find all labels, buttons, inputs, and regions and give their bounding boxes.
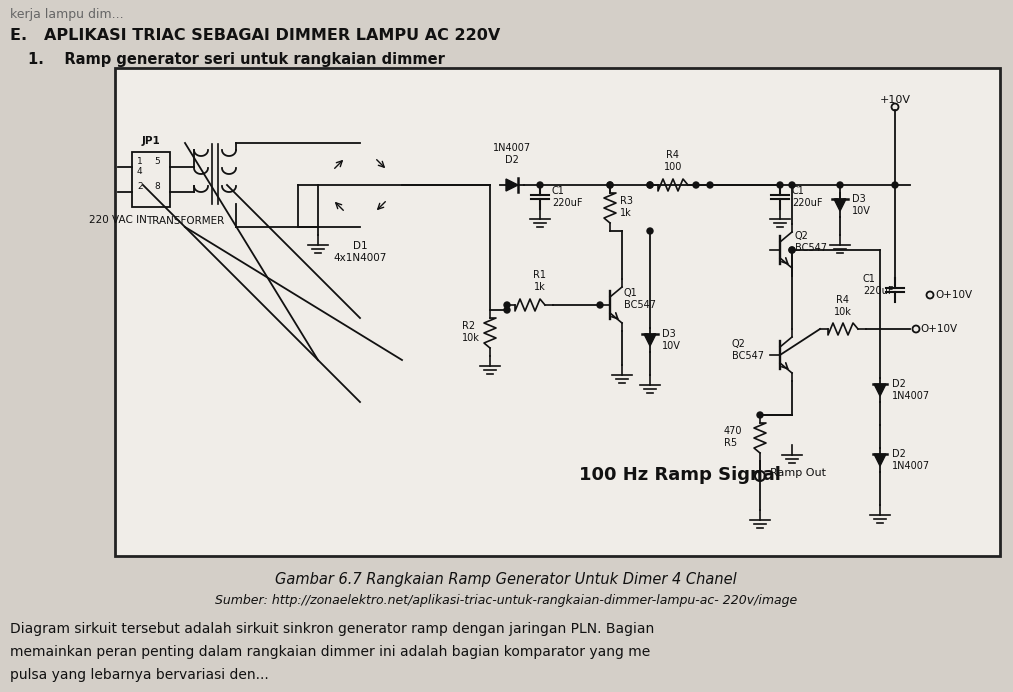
Text: 220 VAC IN: 220 VAC IN (89, 215, 147, 225)
Bar (132, 152, 170, 207)
Text: R3
1k: R3 1k (620, 197, 633, 218)
Text: O+10V: O+10V (920, 324, 957, 334)
Text: Q1
BC547: Q1 BC547 (624, 288, 656, 310)
Text: 8: 8 (154, 182, 160, 191)
Circle shape (707, 182, 713, 188)
Circle shape (647, 182, 653, 188)
Bar (115, 68, 1000, 556)
Text: TRANSFORMER: TRANSFORMER (146, 216, 224, 226)
Text: Q2
BC547: Q2 BC547 (795, 231, 827, 253)
Circle shape (693, 182, 699, 188)
Text: 100 Hz Ramp Signal: 100 Hz Ramp Signal (579, 466, 781, 484)
Circle shape (597, 302, 603, 308)
Text: memainkan peran penting dalam rangkaian dimmer ini adalah bagian komparator yang: memainkan peran penting dalam rangkaian … (10, 645, 650, 659)
Circle shape (647, 182, 653, 188)
Circle shape (504, 302, 510, 308)
Text: 5: 5 (154, 157, 160, 166)
Circle shape (757, 412, 763, 418)
Circle shape (607, 182, 613, 188)
Text: D3
10V: D3 10V (852, 194, 871, 216)
Circle shape (537, 182, 543, 188)
Text: O+10V: O+10V (935, 290, 972, 300)
Text: 1: 1 (137, 157, 143, 166)
Text: C1
220uF: C1 220uF (552, 186, 582, 208)
Text: R4
10k: R4 10k (834, 295, 852, 317)
Text: R2
10k: R2 10k (462, 321, 480, 343)
Text: C1
220uF: C1 220uF (863, 274, 893, 295)
Circle shape (777, 182, 783, 188)
Text: 4: 4 (137, 167, 143, 176)
Text: 470
R5: 470 R5 (724, 426, 743, 448)
Text: D1
4x1N4007: D1 4x1N4007 (333, 241, 387, 262)
Text: R1
1k: R1 1k (534, 271, 546, 292)
Circle shape (789, 247, 795, 253)
Polygon shape (644, 334, 656, 346)
Circle shape (504, 307, 510, 313)
Circle shape (789, 247, 795, 253)
Text: Q2
BC547: Q2 BC547 (732, 339, 764, 361)
Polygon shape (834, 199, 846, 211)
Text: JP1: JP1 (142, 136, 160, 146)
Circle shape (789, 182, 795, 188)
Polygon shape (874, 384, 886, 396)
Text: E.   APLIKASI TRIAC SEBAGAI DIMMER LAMPU AC 220V: E. APLIKASI TRIAC SEBAGAI DIMMER LAMPU A… (10, 28, 500, 43)
Text: kerja lampu dim...: kerja lampu dim... (10, 8, 124, 21)
Text: 2: 2 (137, 182, 143, 191)
Circle shape (892, 182, 898, 188)
Text: 1N4007
D2: 1N4007 D2 (493, 143, 531, 165)
Text: +10V: +10V (879, 95, 911, 105)
Text: Sumber: http://zonaelektro.net/aplikasi-triac-untuk-rangkaian-dimmer-lampu-ac- 2: Sumber: http://zonaelektro.net/aplikasi-… (215, 594, 797, 607)
Text: R4
100: R4 100 (664, 150, 682, 172)
Text: Ramp Out: Ramp Out (770, 468, 826, 478)
Text: D2
1N4007: D2 1N4007 (892, 449, 930, 471)
Text: C1
220uF: C1 220uF (792, 186, 823, 208)
Text: Gambar 6.7 Rangkaian Ramp Generator Untuk Dimer 4 Chanel: Gambar 6.7 Rangkaian Ramp Generator Untu… (276, 572, 736, 587)
Circle shape (647, 228, 653, 234)
Circle shape (837, 182, 843, 188)
Polygon shape (506, 179, 518, 191)
Text: D2
1N4007: D2 1N4007 (892, 379, 930, 401)
Polygon shape (874, 454, 886, 466)
Text: Diagram sirkuit tersebut adalah sirkuit sinkron generator ramp dengan jaringan P: Diagram sirkuit tersebut adalah sirkuit … (10, 622, 654, 636)
Text: 1.    Ramp generator seri untuk rangkaian dimmer: 1. Ramp generator seri untuk rangkaian d… (28, 52, 445, 67)
Text: pulsa yang lebarnya bervariasi den...: pulsa yang lebarnya bervariasi den... (10, 668, 268, 682)
Text: D3
10V: D3 10V (663, 329, 681, 351)
Circle shape (607, 182, 613, 188)
